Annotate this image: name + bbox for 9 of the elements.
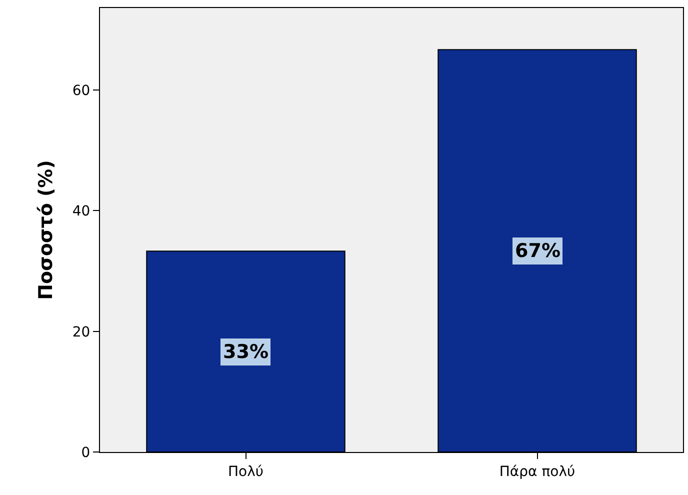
data-label: 33%: [223, 341, 268, 363]
x-tick-label: Πάρα πολύ: [499, 464, 576, 480]
y-axis-title: Ποσοστό (%): [35, 160, 58, 300]
x-tick-label: Πολύ: [228, 464, 264, 480]
y-tick-label: 20: [72, 324, 90, 340]
y-tick-label: 60: [72, 82, 90, 99]
data-label: 67%: [515, 240, 560, 262]
y-tick-label: 40: [72, 204, 90, 220]
y-tick-label: 0: [81, 444, 90, 461]
